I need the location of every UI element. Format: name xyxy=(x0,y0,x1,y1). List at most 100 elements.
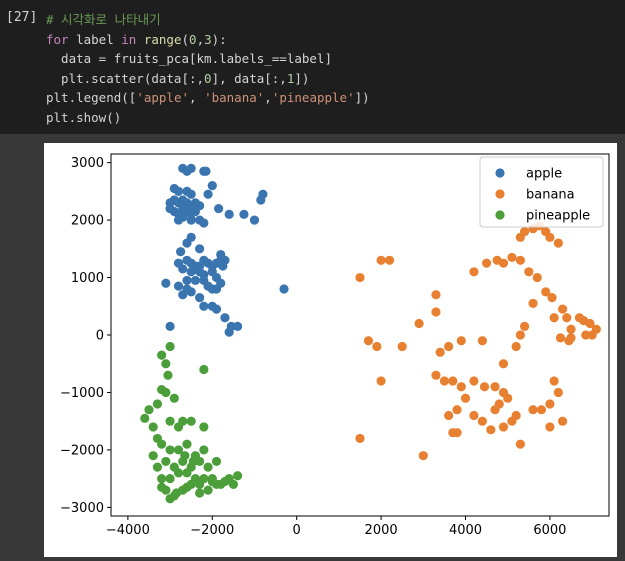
legend-box xyxy=(479,156,604,228)
data-point-apple xyxy=(195,244,205,254)
data-point-pineapple xyxy=(165,445,175,455)
data-point-banana xyxy=(384,255,395,265)
data-point-apple xyxy=(178,264,188,274)
data-point-apple xyxy=(258,189,268,199)
data-point-pineapple xyxy=(233,471,243,481)
code-token: , xyxy=(196,31,205,47)
data-point-banana xyxy=(376,255,386,265)
data-point-apple xyxy=(233,321,243,331)
data-point-apple xyxy=(211,284,222,294)
legend-label-pineapple: pineapple xyxy=(526,209,590,224)
code-token: , xyxy=(189,90,205,105)
data-point-banana xyxy=(503,393,513,403)
code-token: range xyxy=(143,31,182,47)
data-point-banana xyxy=(372,341,382,352)
data-point-pineapple xyxy=(144,405,154,415)
data-point-apple xyxy=(224,327,234,337)
data-point-pineapple xyxy=(148,451,158,461)
data-point-banana xyxy=(414,318,424,329)
code-token: , xyxy=(264,90,272,105)
code-token: 'banana' xyxy=(204,90,265,105)
data-point-banana xyxy=(555,333,566,343)
data-point-banana xyxy=(562,313,572,323)
data-point-banana xyxy=(545,399,555,409)
data-point-pineapple xyxy=(195,479,205,489)
code-line: plt.legend(['apple', 'banana','pineapple… xyxy=(46,88,370,108)
code-line: plt.scatter(data[:,0], data[:,1]) xyxy=(46,69,370,89)
code-token: in xyxy=(121,31,137,47)
data-point-banana xyxy=(498,422,509,432)
code-cell[interactable]: [27] # 시각화로 나타내기 for label in range(0,3):… xyxy=(0,0,625,134)
data-point-apple xyxy=(161,278,171,288)
code-line: # 시각화로 나타내기 xyxy=(46,10,370,30)
data-point-pineapple xyxy=(203,485,213,495)
code-token: # 시각화로 나타내기 xyxy=(46,12,161,27)
data-point-apple xyxy=(186,189,196,199)
data-point-apple xyxy=(186,163,196,173)
data-point-pineapple xyxy=(163,370,173,380)
x-tick-label: −4000 xyxy=(106,523,150,538)
data-point-pineapple xyxy=(199,445,209,455)
x-tick-label: 4000 xyxy=(449,523,482,538)
y-tick-label: 3000 xyxy=(71,156,104,171)
data-point-pineapple xyxy=(161,359,171,369)
data-point-banana xyxy=(431,307,441,317)
data-point-apple xyxy=(176,247,186,257)
data-point-banana xyxy=(477,416,487,426)
code-token: 'pineapple' xyxy=(271,90,355,105)
data-point-banana xyxy=(469,410,479,421)
data-point-pineapple xyxy=(203,462,213,472)
data-point-banana xyxy=(452,405,462,415)
data-point-banana xyxy=(355,272,365,283)
data-point-banana xyxy=(435,347,445,357)
data-point-banana xyxy=(515,439,525,449)
data-point-banana xyxy=(536,405,547,415)
code-token: ]) xyxy=(354,90,370,105)
data-point-pineapple xyxy=(207,476,217,487)
data-point-banana xyxy=(585,318,595,329)
data-point-banana xyxy=(515,255,525,265)
code-token: for xyxy=(46,31,69,47)
data-point-pineapple xyxy=(157,350,167,360)
data-point-pineapple xyxy=(182,482,192,492)
data-point-apple xyxy=(199,301,209,311)
data-point-pineapple xyxy=(186,416,196,426)
data-point-apple xyxy=(186,287,196,297)
code-token: 3 xyxy=(204,31,212,47)
code-token: ], data[:, xyxy=(211,70,287,86)
data-point-pineapple xyxy=(220,476,230,487)
data-point-apple xyxy=(165,321,175,331)
code-editor[interactable]: # 시각화로 나타내기 for label in range(0,3): data… xyxy=(46,10,370,127)
data-point-apple xyxy=(178,290,188,300)
data-point-pineapple xyxy=(165,474,175,484)
data-point-banana xyxy=(431,370,441,380)
data-point-banana xyxy=(549,376,559,386)
data-point-apple xyxy=(203,189,213,199)
code-token: label xyxy=(68,31,122,47)
y-tick-label: 2000 xyxy=(71,214,104,229)
data-point-pineapple xyxy=(199,364,209,375)
data-point-pineapple xyxy=(165,416,175,426)
plot-output: −4000 −2000 0 2000 4000 6000 −3000 −2000 −1000 0 1… xyxy=(44,143,617,557)
data-point-banana xyxy=(469,267,479,277)
data-point-banana xyxy=(448,376,458,386)
data-point-apple xyxy=(224,209,234,219)
code-token: plt.show() xyxy=(46,109,122,125)
data-point-banana xyxy=(553,387,563,398)
data-point-pineapple xyxy=(161,387,171,398)
data-point-pineapple xyxy=(180,451,190,461)
code-token: ( xyxy=(181,31,190,47)
y-tick-label: 1000 xyxy=(71,271,104,286)
data-point-apple xyxy=(190,206,201,217)
data-point-banana xyxy=(397,341,407,352)
code-token: plt.scatter(data[:, xyxy=(46,70,205,86)
data-point-pineapple xyxy=(178,416,188,426)
data-point-apple xyxy=(186,267,196,277)
data-point-banana xyxy=(545,422,555,432)
data-point-banana xyxy=(376,376,386,386)
data-point-apple xyxy=(207,181,217,191)
data-point-banana xyxy=(431,290,441,300)
code-token: data = fruits_pca[km.labels_==label] xyxy=(46,51,332,66)
data-point-pineapple xyxy=(182,468,192,478)
data-point-pineapple xyxy=(148,422,158,432)
